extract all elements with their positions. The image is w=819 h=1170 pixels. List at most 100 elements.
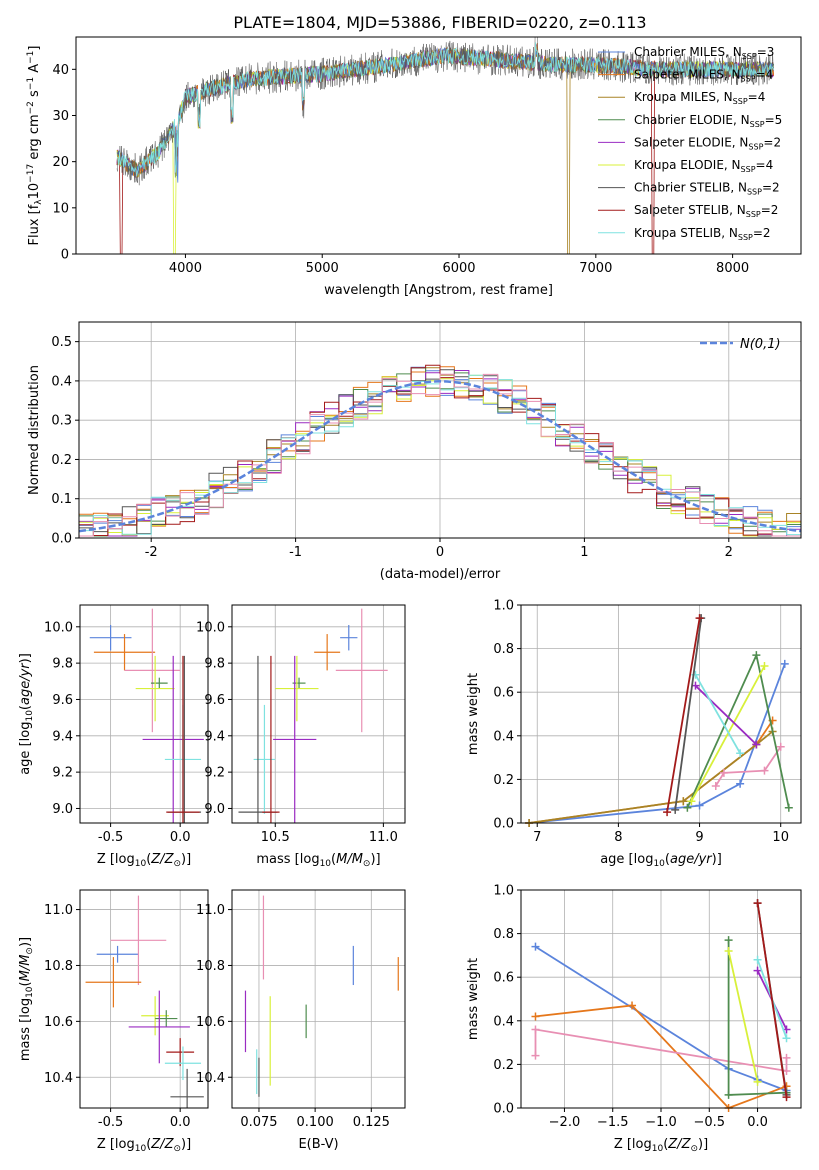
y-tick-label: 0.0 xyxy=(493,1102,514,1117)
y-tick-label: 0.6 xyxy=(493,686,514,701)
weight-marker xyxy=(724,936,733,945)
weight-line xyxy=(694,674,741,754)
weight-marker xyxy=(780,659,789,668)
weight-line xyxy=(534,1028,788,1072)
residuals-panel: -2 -1 0 1 2 0.0 0.1 0.2 0.3 0.4 0.5 (data-model)/er… xyxy=(27,321,802,582)
x-axis-label: E(B-V) xyxy=(298,1137,338,1152)
y-tick-label: 10.8 xyxy=(44,959,73,974)
y-tick-label: 0.4 xyxy=(51,374,72,389)
x-tick-label: 7000 xyxy=(579,261,612,276)
y-tick-label: 9.6 xyxy=(204,693,225,708)
x-tick-label: 0.125 xyxy=(353,1115,390,1130)
x-tick-label: 0.0 xyxy=(170,830,191,845)
age-vs-mass-panel: 10.5 11.0 9.0 9.2 9.4 9.6 9.8 10.0 mass [log10(M… xyxy=(196,604,406,869)
weight-marker xyxy=(695,801,704,810)
y-tick-label: 10.0 xyxy=(196,620,225,635)
x-tick-label: 5000 xyxy=(306,261,339,276)
weight-marker xyxy=(531,1025,540,1034)
x-axis-label: mass [log10(M/M⊙)] xyxy=(256,852,380,869)
x-tick-label: −1.0 xyxy=(645,1115,677,1130)
x-tick-label: 10 xyxy=(772,830,789,845)
x-axis-label: (data-model)/error xyxy=(380,567,501,582)
weight-marker xyxy=(679,797,688,806)
y-tick-label: 10.6 xyxy=(44,1015,73,1030)
weight-marker xyxy=(736,779,745,788)
histogram-series xyxy=(79,369,801,537)
weight-marker xyxy=(782,1034,791,1043)
y-tick-label: 10.4 xyxy=(196,1071,225,1086)
y-tick-label: 0.2 xyxy=(493,773,514,788)
legend-entry: Kroupa STELIB, NSSP=2 xyxy=(634,226,771,242)
weight-marker xyxy=(753,955,762,964)
axes-frame xyxy=(231,889,406,1109)
x-tick-label: 0.075 xyxy=(240,1115,277,1130)
weight-marker xyxy=(671,805,680,814)
weight-line xyxy=(727,950,759,1082)
x-tick-label: 6000 xyxy=(442,261,475,276)
y-tick-label: 10.0 xyxy=(44,620,73,635)
axes-frame xyxy=(79,604,209,824)
legend-entry: Kroupa MILES, NSSP=4 xyxy=(634,90,765,106)
y-tick-label: 0.2 xyxy=(51,453,72,468)
weight-marker xyxy=(753,966,762,975)
x-tick-label: 0 xyxy=(436,545,444,560)
weight-marker xyxy=(687,797,696,806)
x-tick-label: 11.0 xyxy=(369,830,398,845)
weight-line xyxy=(715,746,782,787)
spectrum-line xyxy=(116,42,774,177)
weight-line xyxy=(535,1004,787,1108)
weight-marker xyxy=(784,803,793,812)
y-tick-label: 40 xyxy=(52,63,69,78)
weight-marker xyxy=(752,651,761,660)
x-tick-label: −1.5 xyxy=(597,1115,629,1130)
weight-line xyxy=(666,617,701,813)
y-tick-label: 0 xyxy=(61,248,69,263)
weight-marker xyxy=(753,1077,762,1086)
y-tick-label: 0.4 xyxy=(493,729,514,744)
y-tick-label: 0.5 xyxy=(51,335,72,350)
weight-marker xyxy=(753,899,762,908)
spectrum-panel: 4000 5000 6000 7000 8000 0 10 20 30 40 wavelength … xyxy=(26,36,802,298)
weight-marker xyxy=(683,803,692,812)
y-tick-label: 10.8 xyxy=(196,959,225,974)
weight-marker xyxy=(531,1051,540,1060)
weight-marker xyxy=(695,614,704,623)
age-vs-metallicity-panel: -0.5 0.0 9.0 9.2 9.4 9.6 9.8 10.0 Z [log10(Z/Z⊙)… xyxy=(18,604,209,869)
x-tick-label: 0.0 xyxy=(170,1115,191,1130)
x-tick-label: 0.100 xyxy=(297,1115,334,1130)
x-tick-label: 9 xyxy=(695,830,703,845)
spectrum-line xyxy=(116,37,774,186)
x-tick-label: 8000 xyxy=(716,261,749,276)
y-tick-label: 0.0 xyxy=(493,817,514,832)
x-tick-label: 1 xyxy=(580,545,588,560)
x-tick-label: 8 xyxy=(614,830,622,845)
y-tick-label: 0.0 xyxy=(51,532,72,547)
y-axis-label: Flux [fλ10−17 erg cm−2 s−1 A−1] xyxy=(26,46,44,246)
y-tick-label: 10.4 xyxy=(44,1071,73,1086)
x-tick-label: −0.5 xyxy=(693,1115,725,1130)
x-axis-label: Z [log10(Z/Z⊙)] xyxy=(97,852,191,869)
axes-frame xyxy=(520,604,802,824)
x-tick-label: -1 xyxy=(289,545,302,560)
y-tick-label: 10.6 xyxy=(196,1015,225,1030)
axes-frame xyxy=(78,321,802,539)
y-tick-label: 9.0 xyxy=(204,802,225,817)
y-axis-label: age [log10(age/yr)] xyxy=(18,653,35,775)
weight-line xyxy=(674,617,703,811)
x-tick-label: 0.0 xyxy=(747,1115,768,1130)
histogram-series xyxy=(79,373,801,537)
y-tick-label: 9.8 xyxy=(204,657,225,672)
weight-marker xyxy=(719,768,728,777)
legend-entry: Chabrier MILES, NSSP=3 xyxy=(634,45,774,61)
y-tick-label: 20 xyxy=(52,155,69,170)
y-tick-label: 0.8 xyxy=(493,642,514,657)
weight-marker xyxy=(782,1093,791,1102)
y-tick-label: 9.0 xyxy=(52,802,73,817)
y-tick-label: 1.0 xyxy=(493,884,514,899)
y-tick-label: 0.1 xyxy=(51,492,72,507)
y-tick-label: 11.0 xyxy=(44,903,73,918)
axes-frame xyxy=(520,889,802,1109)
weight-marker xyxy=(724,947,733,956)
x-tick-label: -0.5 xyxy=(98,1115,123,1130)
